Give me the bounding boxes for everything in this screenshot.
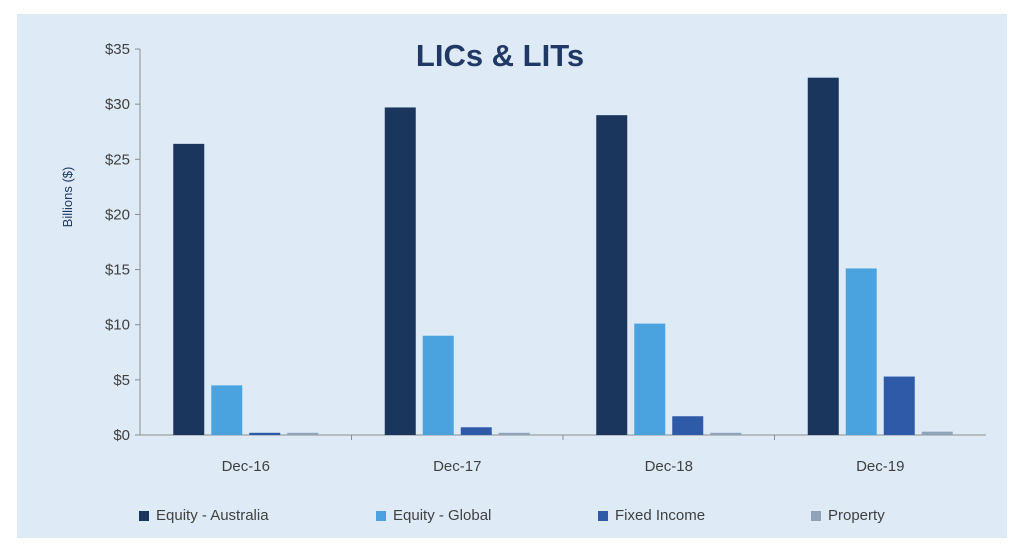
y-tick-label: $15 (105, 262, 130, 279)
legend-label: Fixed Income (615, 507, 706, 524)
bar (710, 432, 742, 435)
bar (422, 335, 454, 435)
legend: Equity - Australia Equity - Global Fixed I… (139, 507, 999, 527)
bar (883, 376, 915, 435)
y-tick-label: $0 (113, 427, 130, 444)
y-tick-label: $10 (105, 317, 130, 334)
chart-panel: $0 $5 $10 $15 $20 $25 $30 $35 Dec-16 Dec-17 Dec-18… (17, 14, 1007, 538)
bar (173, 143, 205, 436)
y-tick-label: $5 (113, 372, 130, 389)
bar (211, 385, 243, 435)
legend-label: Equity - Global (393, 507, 492, 524)
chart-title: LICs & LITs (416, 38, 584, 73)
bars (173, 77, 953, 436)
bar (634, 323, 666, 435)
y-tick-label: $35 (105, 41, 130, 58)
x-tick-label: Dec-19 (856, 458, 904, 475)
legend-label: Equity - Australia (156, 507, 269, 524)
bar (384, 107, 416, 436)
legend-item: Property (811, 507, 885, 524)
legend-swatch (598, 510, 608, 521)
y-tick-label: $20 (105, 206, 130, 223)
x-tick-label: Dec-16 (222, 458, 270, 475)
bar (498, 432, 530, 435)
legend-item: Fixed Income (598, 507, 705, 524)
bar (845, 268, 877, 435)
x-tick-label: Dec-17 (433, 458, 481, 475)
bar (249, 432, 281, 435)
bar (460, 427, 492, 435)
bar (672, 416, 704, 435)
bar (287, 432, 319, 435)
x-tick-label: Dec-18 (645, 458, 693, 475)
labels: $0 $5 $10 $15 $20 $25 $30 $35 Dec-16 Dec-17 Dec-18… (105, 41, 904, 475)
bar (921, 431, 953, 435)
legend-swatch (811, 510, 821, 521)
bar-chart: $0 $5 $10 $15 $20 $25 $30 $35 Dec-16 Dec-17 Dec-18… (60, 38, 986, 475)
y-tick-label: $30 (105, 96, 130, 113)
legend-swatch (139, 510, 149, 521)
y-axis-title: Billions ($) (60, 167, 75, 228)
axes (135, 48, 986, 440)
bar (596, 115, 628, 436)
legend-swatch (376, 510, 386, 521)
y-tick-label: $25 (105, 151, 130, 168)
legend-item: Equity - Global (376, 507, 491, 524)
legend-label: Property (828, 507, 885, 524)
bar (807, 77, 839, 435)
legend-item: Equity - Australia (139, 507, 269, 524)
